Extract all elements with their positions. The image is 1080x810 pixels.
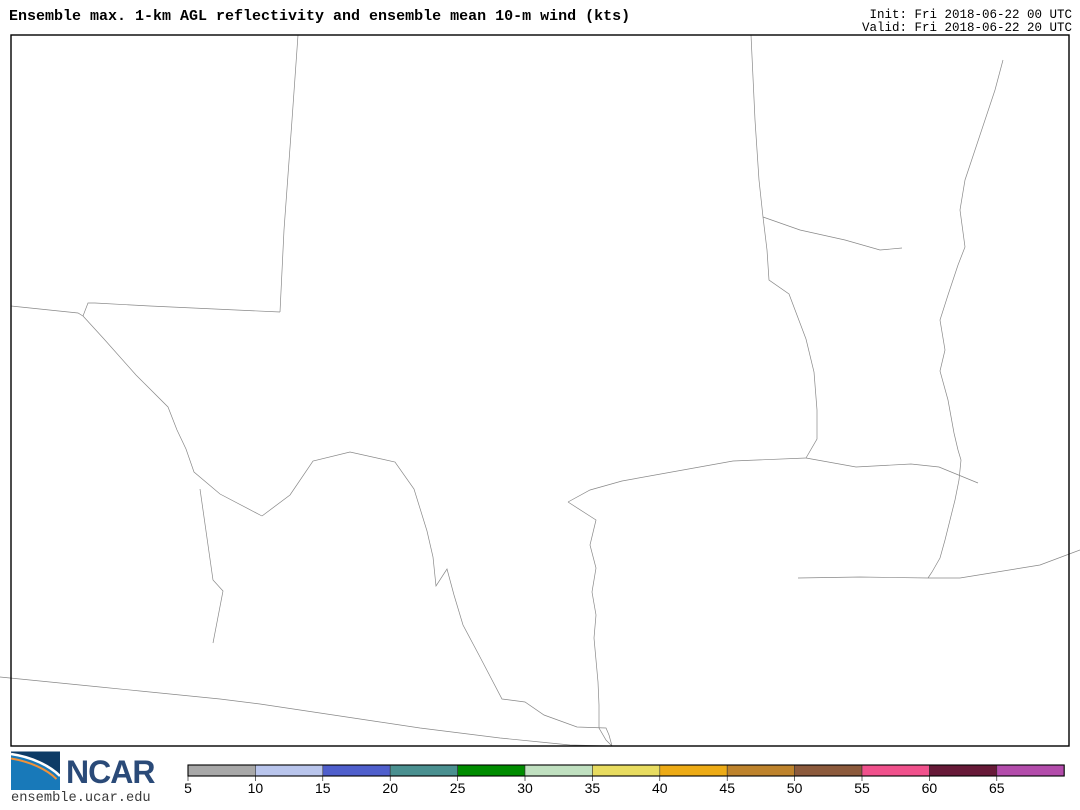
svg-text:45: 45 [719, 780, 735, 796]
svg-text:35: 35 [585, 780, 601, 796]
svg-text:30: 30 [517, 780, 533, 796]
svg-text:ensemble.ucar.edu: ensemble.ucar.edu [11, 791, 151, 806]
svg-text:NCAR: NCAR [66, 754, 155, 790]
svg-text:25: 25 [450, 780, 466, 796]
svg-text:20: 20 [382, 780, 398, 796]
svg-text:55: 55 [854, 780, 870, 796]
svg-text:5: 5 [184, 780, 192, 796]
svg-text:50: 50 [787, 780, 803, 796]
svg-text:40: 40 [652, 780, 668, 796]
svg-text:15: 15 [315, 780, 331, 796]
svg-text:65: 65 [989, 780, 1005, 796]
svg-text:60: 60 [922, 780, 938, 796]
svg-text:10: 10 [248, 780, 264, 796]
